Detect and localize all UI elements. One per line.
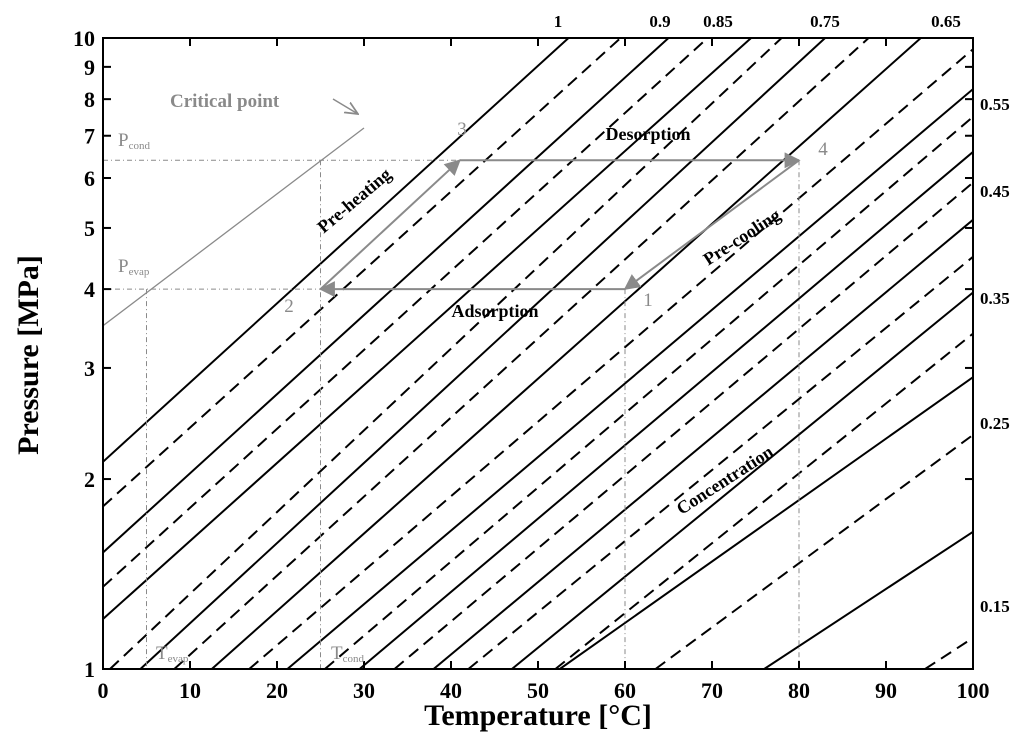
y-axis-title: Pressure [MPa] [12,255,45,455]
isostere-line-8 [173,38,870,669]
cycle-point-3-label: 3 [457,119,467,140]
isostere-label-right: 0.45 [980,182,1010,201]
y-tick-label: 4 [84,277,95,302]
y-axis-ticks: 1 2 3 4 5 6 7 8 9 10 [73,26,973,682]
x-tick-label: 0 [98,678,109,703]
isostere-label-right: 0.15 [980,597,1010,616]
isostere-label-top: 0.9 [649,12,670,31]
t-cond-label: Tcond [331,643,364,665]
cycle-point-2-label: 2 [284,296,294,317]
y-tick-label: 10 [73,26,95,51]
x-tick-label: 30 [353,678,375,703]
adsorption-label: Adsorption [451,301,538,321]
isostere-line-13 [358,151,973,669]
cycle-point-1-label: 1 [643,290,653,311]
isostere-label-right: 0.35 [980,289,1010,308]
y-tick-label: 3 [84,356,95,381]
x-tick-label: 90 [875,678,897,703]
pre-heating-label: Pre-heating [313,164,395,237]
y-tick-label: 9 [84,55,95,80]
x-tick-label: 100 [957,678,990,703]
x-tick-label: 70 [701,678,723,703]
y-tick-label: 5 [84,216,95,241]
isostere-line-5 [103,38,752,620]
plot-frame [102,37,974,670]
isostere-labels-right: 0.55 0.45 0.35 0.25 0.15 [980,95,1010,616]
isostere-line-12 [324,116,973,669]
isostere-label-top: 0.85 [703,12,733,31]
x-tick-label: 10 [179,678,201,703]
isostere-line-9 [211,38,922,669]
concentration-label: Concentration [673,441,777,518]
isostere-line-11 [286,88,973,669]
critical-point-arrow [332,98,358,114]
isostere-lines [103,38,973,669]
t-evap-label: Tevap [156,643,189,665]
isostere-line-22 [924,637,973,669]
isostere-line-3 [103,38,670,554]
x-axis-title: Temperature [°C] [424,699,652,732]
desorption-label: Desorption [606,124,691,144]
isostere-line-17 [511,291,973,669]
x-tick-label: 40 [440,678,462,703]
isostere-line-7 [139,38,826,669]
isostere-line-15 [432,219,973,669]
isostere-line-2 [103,38,622,508]
isostere-line-4 [103,38,709,588]
isostere-label-top: 0.75 [810,12,840,31]
y-tick-label: 6 [84,166,95,191]
isostere-line-19 [559,376,973,669]
isostere-line-20 [654,434,973,669]
x-tick-label: 60 [614,678,636,703]
y-tick-label: 8 [84,87,95,112]
isostere-line-10 [248,48,973,669]
isostere-line-14 [393,181,973,669]
x-tick-label: 50 [527,678,549,703]
y-tick-label: 7 [84,124,95,149]
x-tick-label: 80 [788,678,810,703]
x-tick-label: 20 [266,678,288,703]
isostere-line-1 [103,38,570,463]
cycle-lines [318,152,801,298]
pre-cooling-arrow [623,159,800,291]
isostere-label-right: 0.25 [980,414,1010,433]
critical-point-label: Critical point [170,91,280,112]
isostere-line-21 [763,530,973,669]
p-evap-label: Pevap [118,256,150,278]
y-tick-label: 2 [84,467,95,492]
x-axis-ticks: 0 10 20 30 40 50 60 70 80 90 100 [98,38,990,703]
pre-heating-arrow [319,159,461,290]
isostere-line-18 [554,332,973,669]
p-cond-label: Pcond [118,130,150,152]
isostere-label-top: 0.65 [931,12,961,31]
isostere-line-16 [467,256,973,669]
isostere-labels-top: 1 0.9 0.85 0.75 0.65 [554,12,961,31]
isostere-label-top: 1 [554,12,563,31]
isostere-label-right: 0.55 [980,95,1010,114]
isostere-line-6 [109,38,783,669]
cycle-point-4-label: 4 [818,139,828,160]
y-tick-label: 1 [84,657,95,682]
